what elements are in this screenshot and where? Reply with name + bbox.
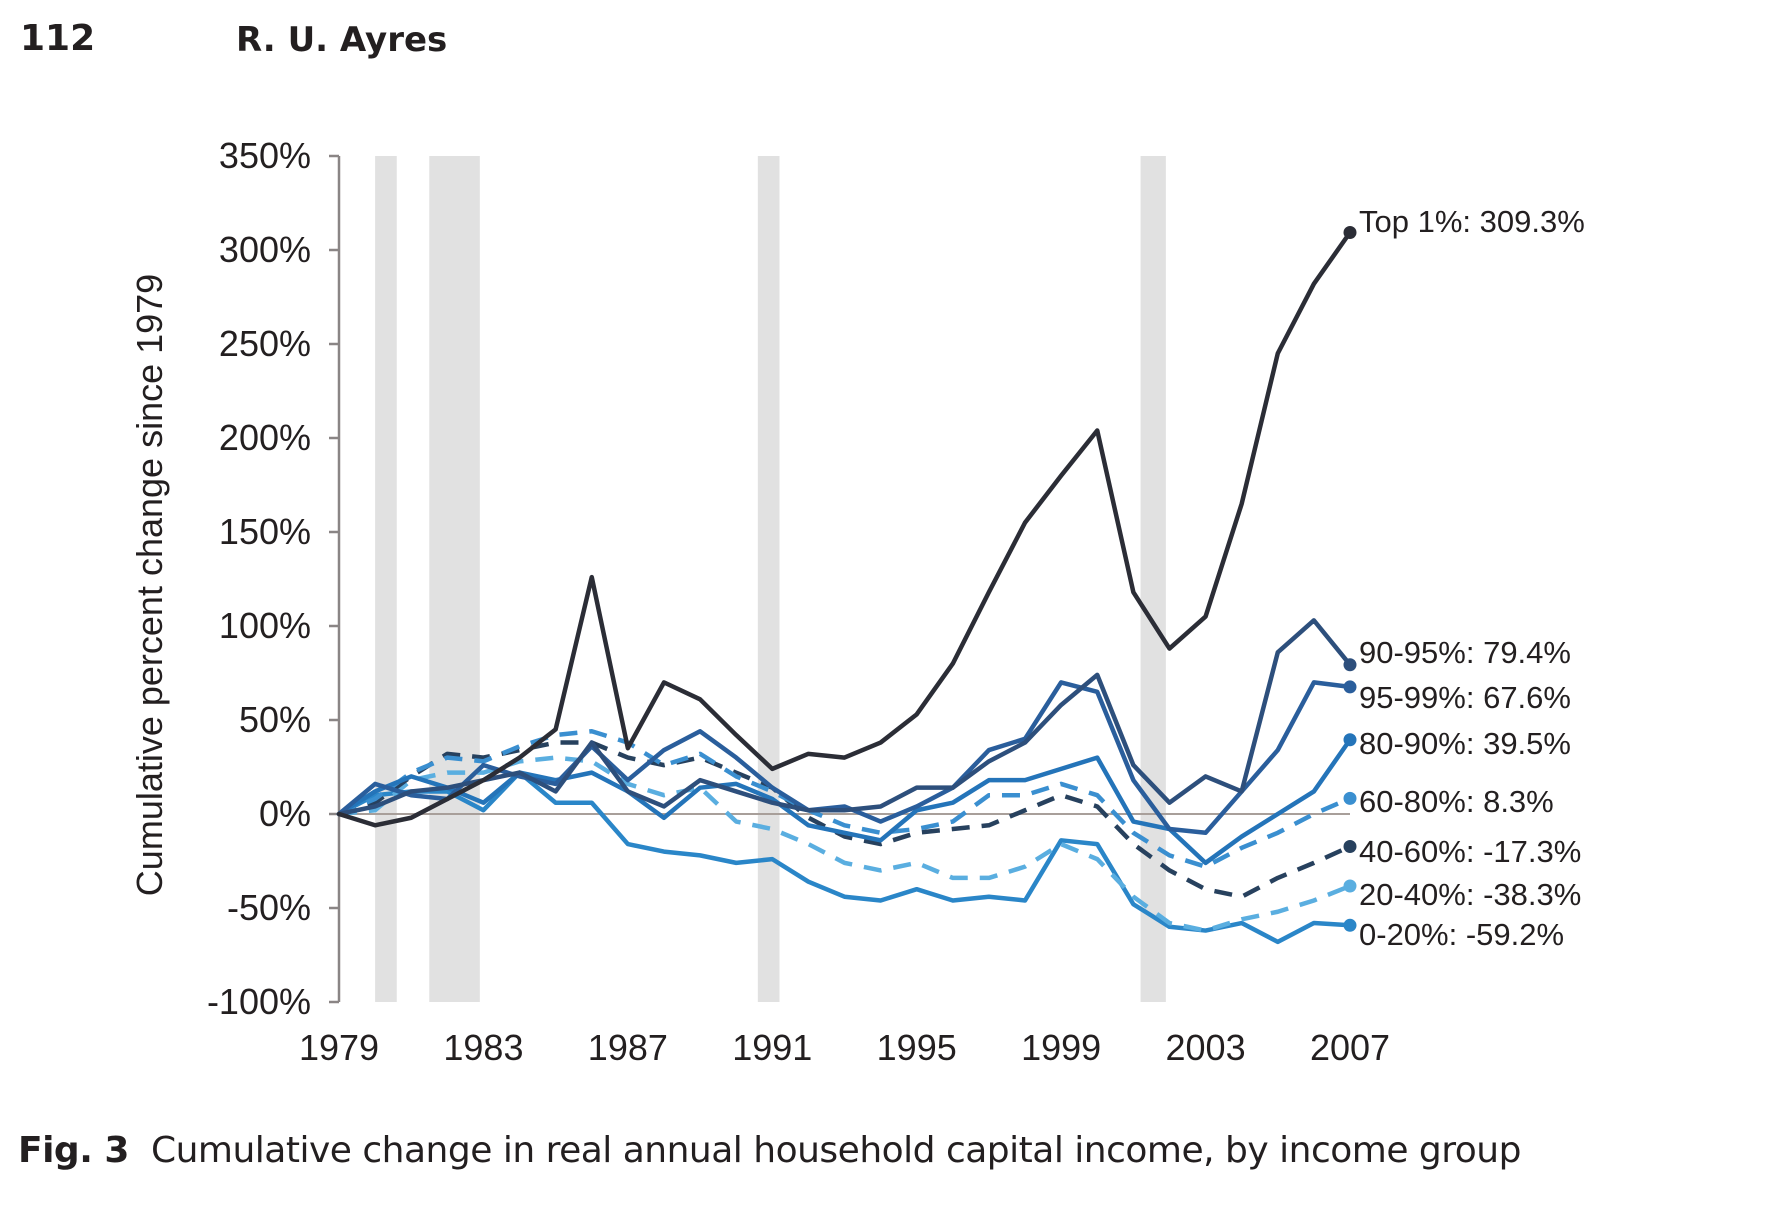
page-number: 112 [20, 18, 96, 59]
y-tick-label: 100% [219, 605, 311, 646]
series-line-95-99- [336, 680, 1353, 836]
series-line-60-80- [338, 729, 1351, 869]
recession-band-2 [757, 156, 780, 1002]
x-tick-label: 1987 [588, 1027, 668, 1068]
y-axis-label: Cumulative percent change since 1979 [129, 274, 170, 896]
series-line-80-90- [336, 737, 1353, 866]
series-line-90-95- [336, 618, 1353, 817]
y-tick-label: -100% [207, 981, 311, 1022]
running-head-author: R. U. Ayres [236, 20, 448, 60]
y-tick-label: 250% [219, 323, 311, 364]
y-tick-label: 0% [259, 793, 311, 834]
x-tick-label: 1979 [299, 1027, 379, 1068]
end-point-marker [1343, 879, 1357, 893]
end-point-marker [1343, 840, 1357, 854]
series-line-top-1- [336, 230, 1353, 828]
x-tick-label: 2007 [1310, 1027, 1390, 1068]
series-lines [336, 226, 1357, 945]
end-label: Top 1%: 309.3% [1359, 204, 1585, 239]
end-label: 40-60%: -17.3% [1359, 834, 1581, 869]
x-tick-label: 1995 [877, 1027, 957, 1068]
y-tick-label: 350% [219, 135, 311, 176]
recession-band-0 [375, 156, 397, 1002]
end-point-marker [1343, 918, 1357, 932]
x-tick-label: 2003 [1166, 1027, 1246, 1068]
end-labels: Top 1%: 309.3% 90-95%: 79.4% 95-99%: 67.6%… [1359, 204, 1585, 952]
end-label: 20-40%: -38.3% [1359, 877, 1581, 912]
end-label: 90-95%: 79.4% [1359, 635, 1571, 670]
axes: -100% -50% 0% 50% 100% 150% 200% 250% 300% 350% 19… [207, 135, 1390, 1068]
end-point-marker [1343, 680, 1357, 694]
end-point-marker [1343, 733, 1357, 747]
figure-caption-text: Cumulative change in real annual househo… [150, 1130, 1522, 1171]
end-label: 0-20%: -59.2% [1359, 917, 1564, 952]
end-label: 80-90%: 39.5% [1359, 726, 1571, 761]
recession-band-3 [1140, 156, 1166, 1002]
figure-label: Fig. 3 [18, 1130, 129, 1171]
end-label: 60-80%: 8.3% [1359, 784, 1554, 819]
end-point-marker [1343, 791, 1357, 805]
recession-bands [375, 156, 1166, 1002]
end-point-marker [1343, 658, 1357, 672]
y-tick-label: 50% [239, 699, 311, 740]
end-point-marker [1343, 226, 1357, 240]
x-tick-label: 1991 [732, 1027, 812, 1068]
y-tick-label: -50% [227, 887, 311, 928]
y-tick-label: 200% [219, 417, 311, 458]
y-tick-label: 150% [219, 511, 311, 552]
x-tick-label: 1999 [1021, 1027, 1101, 1068]
y-tick-label: 300% [219, 229, 311, 270]
figure-caption: Fig. 3 Cumulative change in real annual h… [18, 1130, 1521, 1171]
x-tick-label: 1983 [443, 1027, 523, 1068]
end-label: 95-99%: 67.6% [1359, 680, 1571, 715]
recession-band-1 [429, 156, 480, 1002]
